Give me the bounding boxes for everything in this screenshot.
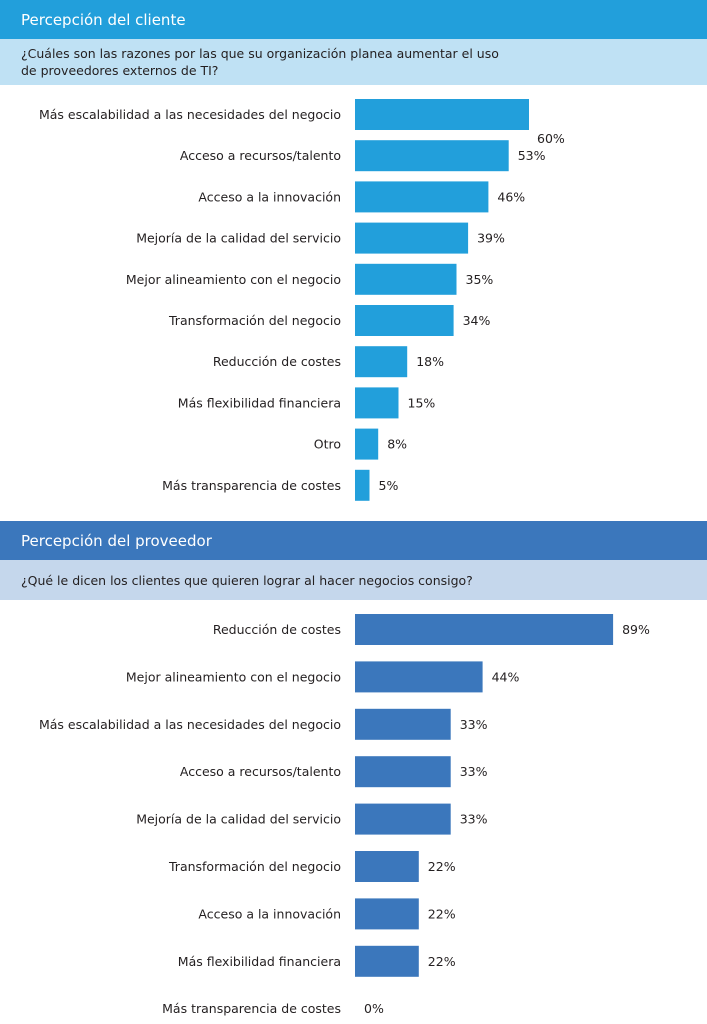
provider-question-box: ¿Qué le dicen los clientes que quieren l… (0, 560, 707, 600)
client-question-text: ¿Cuáles son las razones por las que su o… (21, 46, 499, 78)
bar (355, 661, 483, 693)
category-label: Más flexibilidad financiera (178, 395, 341, 410)
category-label: Reducción de costes (213, 622, 341, 637)
bar (355, 181, 489, 213)
value-label: 35% (466, 272, 494, 287)
value-label: 89% (622, 622, 650, 637)
provider-question-text: ¿Qué le dicen los clientes que quieren l… (21, 572, 473, 588)
value-label: 22% (428, 906, 456, 921)
category-label: Otro (314, 437, 341, 452)
category-label: Más escalabilidad a las necesidades del … (39, 107, 341, 122)
value-label: 33% (460, 764, 488, 779)
bar (355, 803, 451, 835)
client-section-header: Percepción del cliente (0, 0, 707, 39)
value-label: 8% (387, 437, 407, 452)
category-label: Transformación del negocio (168, 313, 341, 328)
bar (355, 851, 419, 882)
client-reasons-chart: Más escalabilidad a las necesidades del … (39, 99, 565, 501)
provider-section-header: Percepción del proveedor (0, 521, 707, 560)
bar (355, 469, 370, 501)
value-label: 34% (463, 313, 491, 328)
provider-section-title: Percepción del proveedor (21, 531, 212, 550)
category-label: Más transparencia de costes (162, 1001, 341, 1016)
category-label: Acceso a la innovación (198, 189, 341, 204)
value-label: 22% (428, 859, 456, 874)
bar (355, 428, 379, 460)
value-label: 53% (518, 148, 546, 163)
bar (355, 387, 399, 419)
value-label: 0% (364, 1001, 384, 1016)
category-label: Acceso a recursos/talento (180, 764, 341, 779)
provider-goals-chart: Reducción de costes 89% Mejor alineamiento… (39, 614, 650, 1016)
bar (355, 263, 457, 295)
bar (355, 305, 454, 336)
value-label: 15% (408, 395, 436, 410)
bar (355, 708, 451, 740)
value-label: 60% (537, 131, 565, 146)
category-label: Mejoría de la calidad del servicio (136, 812, 341, 827)
category-label: Más escalabilidad a las necesidades del … (39, 717, 341, 732)
category-label: Reducción de costes (213, 354, 341, 369)
value-label: 18% (416, 354, 444, 369)
value-label: 44% (492, 669, 520, 684)
category-label: Transformación del negocio (168, 859, 341, 874)
value-label: 33% (460, 717, 488, 732)
category-label: Acceso a la innovación (198, 906, 341, 921)
bar (355, 346, 408, 378)
client-section-title: Percepción del cliente (21, 10, 186, 29)
bar (355, 945, 419, 977)
category-label: Mejor alineamiento con el negocio (126, 669, 341, 684)
client-question-box: ¿Cuáles son las razones por las que su o… (0, 39, 707, 85)
value-label: 5% (379, 478, 399, 493)
bar (355, 898, 419, 930)
bar (355, 140, 509, 172)
category-label: Acceso a recursos/talento (180, 148, 341, 163)
bar (355, 222, 469, 254)
category-label: Más transparencia de costes (162, 478, 341, 493)
category-label: Mejor alineamiento con el negocio (126, 272, 341, 287)
value-label: 33% (460, 812, 488, 827)
bar (355, 614, 614, 645)
category-label: Mejoría de la calidad del servicio (136, 231, 341, 246)
value-label: 46% (497, 189, 525, 204)
value-label: 22% (428, 954, 456, 969)
category-label: Más flexibilidad financiera (178, 954, 341, 969)
value-label: 39% (477, 231, 505, 246)
bar (355, 99, 529, 130)
bar (355, 756, 451, 788)
